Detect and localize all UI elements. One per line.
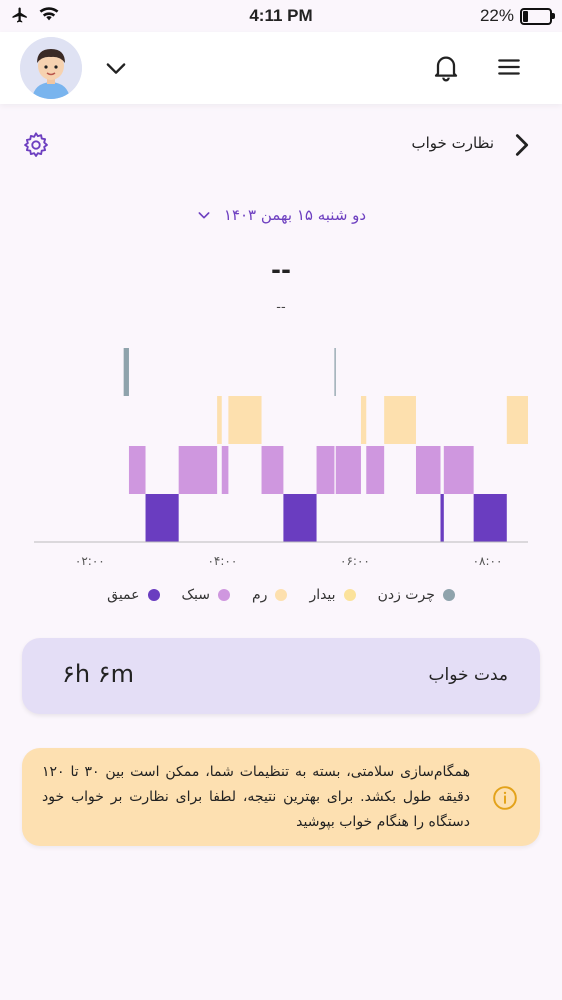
back-chevron-icon[interactable] bbox=[512, 131, 532, 159]
battery-status: 22% bbox=[479, 6, 555, 26]
x-tick-label: ۰۶:۰۰ bbox=[340, 554, 370, 568]
sleep-segment-light bbox=[221, 446, 229, 494]
legend-label: عمیق bbox=[107, 587, 140, 603]
sleep-stage-chart: ۰۲:۰۰ ۰۴:۰۰ ۰۶:۰۰ ۰۸:۰۰ bbox=[34, 348, 528, 568]
sleep-segment-rem bbox=[228, 396, 262, 444]
sleep-segment-deep bbox=[145, 494, 179, 542]
battery-fill bbox=[523, 10, 529, 22]
sleep-segment-deep bbox=[473, 494, 507, 542]
sleep-segment-deep bbox=[283, 494, 317, 542]
legend-item: چرت زدن bbox=[378, 583, 455, 607]
status-bar: 4:11 PM 22% bbox=[0, 0, 562, 32]
sleep-score-sub: -- bbox=[276, 300, 286, 315]
legend-label: سبک bbox=[181, 587, 211, 603]
legend-item: بیدار bbox=[309, 583, 356, 607]
avatar-illustration bbox=[20, 37, 82, 99]
sleep-duration-label: مدت خواب bbox=[428, 665, 508, 685]
sleep-segment-rem bbox=[384, 396, 416, 444]
page-title-row: نظارت خواب bbox=[0, 125, 562, 165]
sleep-segment-light bbox=[261, 446, 284, 494]
legend-dot bbox=[147, 589, 160, 601]
sleep-segment-rem bbox=[217, 396, 222, 444]
sleep-segment-light bbox=[443, 446, 474, 494]
sleep-segment-tap bbox=[123, 348, 129, 396]
status-left-icons bbox=[10, 6, 60, 24]
legend-item: رم bbox=[252, 583, 288, 607]
sleep-segment-light bbox=[335, 446, 361, 494]
date-label: دو شنبه ۱۵ بهمن ۱۴۰۳ bbox=[223, 206, 367, 224]
legend-dot bbox=[275, 589, 288, 601]
sync-notice-card: همگام‌سازی سلامتی، بسته به تنظیمات شما، … bbox=[22, 748, 540, 846]
legend-dot bbox=[218, 589, 230, 601]
x-tick-label: ۰۸:۰۰ bbox=[473, 554, 503, 568]
chart-legend: چرت زدن بیدار رم سبک عمیق bbox=[0, 583, 562, 607]
legend-label: چرت زدن bbox=[377, 587, 435, 603]
sleep-segment-tap bbox=[334, 348, 336, 396]
avatar[interactable] bbox=[20, 37, 82, 99]
legend-dot bbox=[343, 589, 356, 601]
sleep-duration-card[interactable]: مدت خواب ۶h ۶m bbox=[22, 638, 540, 714]
status-time: 4:11 PM bbox=[249, 6, 313, 25]
bell-icon[interactable] bbox=[430, 51, 462, 83]
legend-item: عمیق bbox=[107, 583, 160, 607]
battery-percent: 22% bbox=[479, 6, 514, 25]
sleep-segment-light bbox=[366, 446, 385, 494]
legend-item: سبک bbox=[181, 583, 230, 607]
sleep-score: -- bbox=[271, 256, 291, 284]
x-tick-label: ۰۴:۰۰ bbox=[207, 554, 237, 568]
chevron-down-icon[interactable] bbox=[102, 54, 130, 82]
sleep-segment-rem bbox=[360, 396, 367, 444]
sleep-segment-light bbox=[316, 446, 335, 494]
x-tick-label: ۰۲:۰۰ bbox=[75, 554, 105, 568]
airplane-icon bbox=[12, 7, 27, 23]
wifi-icon bbox=[39, 7, 59, 21]
legend-label: رم bbox=[252, 587, 268, 603]
sync-notice-text: همگام‌سازی سلامتی، بسته به تنظیمات شما، … bbox=[42, 764, 470, 830]
legend-label: بیدار bbox=[309, 587, 336, 603]
page-title: نظارت خواب bbox=[411, 134, 495, 152]
app-header bbox=[0, 32, 562, 104]
chevron-down-icon bbox=[198, 212, 210, 219]
sleep-segment-deep bbox=[440, 494, 444, 542]
sleep-duration-value: ۶h ۶m bbox=[62, 660, 134, 688]
sleep-segment-light bbox=[128, 446, 146, 494]
gear-icon[interactable] bbox=[22, 131, 50, 159]
date-selector[interactable]: دو شنبه ۱۵ بهمن ۱۴۰۳ bbox=[0, 206, 562, 236]
legend-dot bbox=[442, 589, 455, 601]
sleep-segment-light bbox=[415, 446, 441, 494]
sleep-segment-light bbox=[178, 446, 218, 494]
battery-icon bbox=[520, 7, 555, 25]
sleep-segment-rem bbox=[506, 396, 528, 444]
menu-icon[interactable] bbox=[496, 54, 522, 80]
info-icon bbox=[493, 786, 517, 810]
